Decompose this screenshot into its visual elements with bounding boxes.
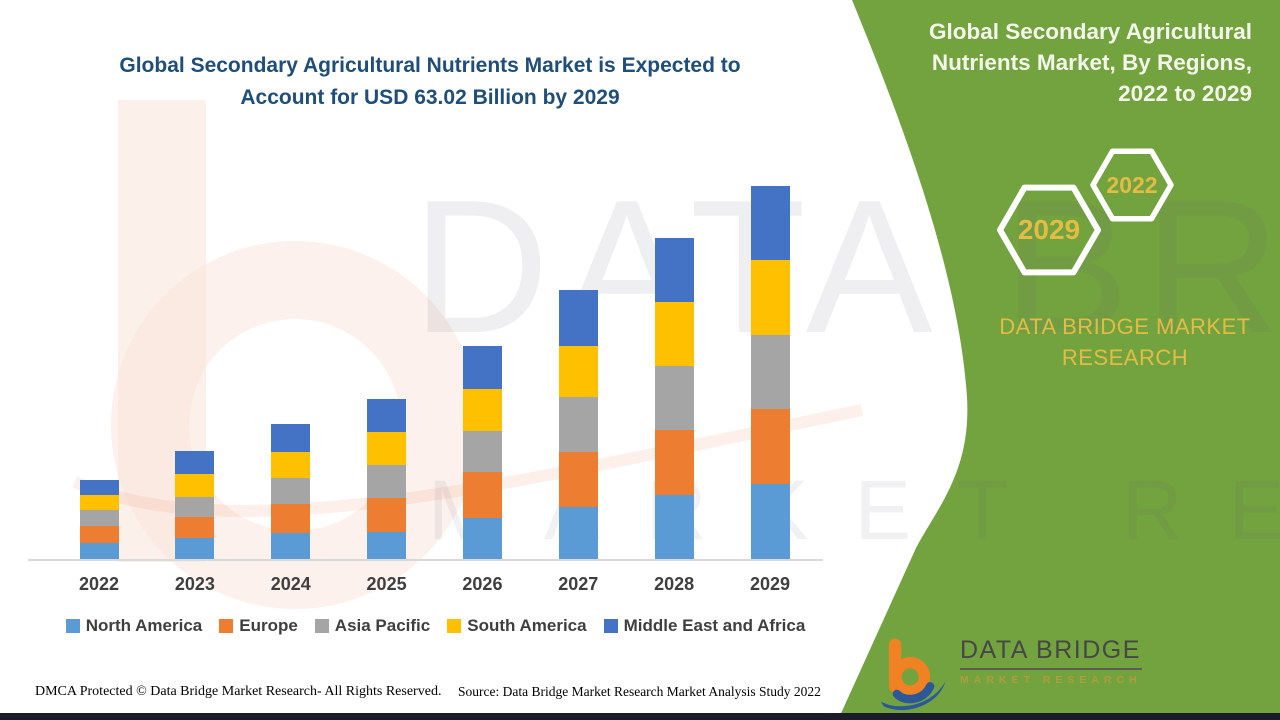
data-bridge-logo: DATA BRIDGE MARKET RESEARCH [878,636,1142,714]
x-axis-label-2023: 2023 [174,574,215,594]
bar-segment-2024-middle-east-and-africa [271,424,311,453]
bar-segment-2027-europe [558,451,598,507]
side-panel-title-line3: 2022 to 2029 [1118,81,1252,106]
legend-item-middle-east-and-africa: Middle East and Africa [603,616,806,636]
side-panel-title-line2: Nutrients Market, By Regions, [931,50,1252,75]
bar-segment-2022-europe [79,525,119,543]
hexagon-2029 [997,184,1101,276]
bar-segment-2027-north-america [558,506,598,559]
bar-segment-2025-north-america [367,531,407,559]
bar-segment-2022-middle-east-and-africa [79,480,119,496]
bar-segment-2023-europe [175,517,215,539]
page-title-line1: Global Secondary Agricultural Nutrients … [119,54,741,77]
data-bridge-logo-icon [880,638,946,711]
hexagon-2029-label: 2029 [1018,214,1080,245]
bar-segment-2028-europe [654,429,694,495]
x-axis-line [28,559,823,561]
hexagon-2022 [1090,148,1174,222]
legend-item-asia-pacific: Asia Pacific [314,616,431,636]
stacked-bar-2026 [462,345,502,559]
logo-text: DATA BRIDGE MARKET RESEARCH [960,636,1142,686]
bar-segment-2024-asia-pacific [271,478,311,505]
legend-swatch-icon [447,619,462,633]
legend-item-north-america: North America [65,616,203,636]
bar-segment-2023-north-america [175,538,215,559]
bar-segment-2023-asia-pacific [175,496,215,518]
bar-segment-2023-south-america [175,474,215,497]
bar-segment-2028-asia-pacific [654,365,694,430]
brand-text-line1: DATA BRIDGE MARKET [999,314,1251,339]
bar-segment-2029-asia-pacific [750,334,790,410]
bar-segment-2026-europe [462,472,502,518]
bar-segment-2025-south-america [367,431,407,465]
bar-segment-2029-south-america [750,259,790,335]
dmca-notice: DMCA Protected © Data Bridge Market Rese… [35,684,442,699]
stacked-bar-2025 [367,398,407,559]
bottom-edge-bar [0,713,1280,720]
x-axis-label-2025: 2025 [366,574,407,594]
brand-text: DATA BRIDGE MARKET RESEARCH [970,311,1280,373]
legend-swatch-icon [65,619,80,633]
legend-item-europe: Europe [219,616,298,636]
bar-segment-2024-europe [271,504,311,533]
stacked-bar-2028 [654,237,694,559]
source-note: Source: Data Bridge Market Research Mark… [458,684,821,699]
bar-segment-2022-south-america [79,495,119,511]
page-title-line2: Account for USD 63.02 Billion by 2029 [240,86,620,109]
logo-name: DATA BRIDGE [960,636,1142,670]
brand-text-line2: RESEARCH [1061,345,1189,370]
legend-label: Asia Pacific [334,616,431,635]
stacked-bar-2029 [750,185,790,559]
side-panel-title-line1: Global Secondary Agricultural [929,19,1252,44]
legend-label: South America [467,616,587,635]
legend-item-south-america: South America [447,616,587,636]
logo-subtitle: MARKET RESEARCH [960,674,1142,686]
bar-segment-2029-europe [750,409,790,485]
bar-segment-2029-middle-east-and-africa [750,185,790,260]
bar-segment-2024-south-america [271,452,311,479]
bar-segment-2023-middle-east-and-africa [175,450,215,475]
stacked-bar-2023 [175,450,215,559]
bar-segment-2024-north-america [271,532,311,559]
bar-segment-2028-south-america [654,302,694,366]
x-axis-label-2029: 2029 [749,574,791,594]
x-axis-label-2024: 2024 [270,574,311,594]
bar-segment-2027-middle-east-and-africa [558,290,598,347]
bar-segment-2022-asia-pacific [79,510,119,526]
bar-segment-2029-north-america [750,484,790,559]
x-axis-label-2027: 2027 [558,574,599,594]
hexagon-2022-label: 2022 [1106,172,1157,198]
chart-legend: North America Europe Asia Pacific South Ame… [38,616,833,636]
x-axis-label-2026: 2026 [462,574,503,594]
x-axis-label-2028: 2028 [654,574,695,594]
bar-segment-2026-asia-pacific [462,430,502,473]
legend-swatch-icon [603,619,618,633]
stacked-bar-2027 [558,290,598,559]
x-axis-label-2022: 2022 [78,574,120,594]
hexagon-badges: 2022 2029 [997,148,1174,276]
legend-label: North America [85,616,203,635]
legend-label: Middle East and Africa [623,616,806,635]
bar-segment-2025-europe [367,497,407,532]
legend-swatch-icon [314,619,329,633]
stacked-bar-2022 [79,480,119,559]
bar-segment-2022-north-america [79,543,119,559]
bar-segment-2026-south-america [462,389,502,431]
bar-segment-2027-south-america [558,346,598,398]
bar-segment-2028-north-america [654,494,694,559]
bar-segment-2028-middle-east-and-africa [654,237,694,303]
legend-label: Europe [239,616,298,635]
bar-segment-2025-asia-pacific [367,464,407,498]
bar-segment-2025-middle-east-and-africa [367,398,407,432]
bar-segment-2026-middle-east-and-africa [462,345,502,390]
legend-swatch-icon [219,619,234,633]
bar-segment-2026-north-america [462,517,502,559]
side-panel-title: Global Secondary Agricultural Nutrients … [872,16,1252,109]
stacked-bar-2024 [271,424,311,559]
bar-segment-2027-asia-pacific [558,397,598,452]
page-title: Global Secondary Agricultural Nutrients … [40,50,820,114]
